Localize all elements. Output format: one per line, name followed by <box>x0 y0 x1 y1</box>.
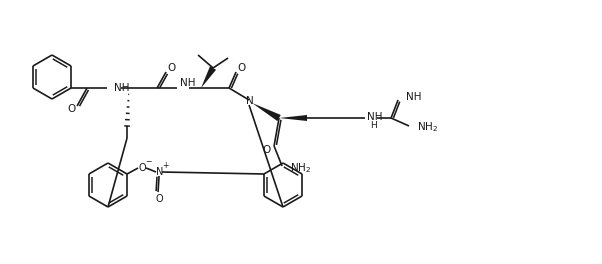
Text: −: − <box>145 158 151 167</box>
Polygon shape <box>201 66 216 88</box>
Text: NH: NH <box>406 92 421 102</box>
Text: NH: NH <box>367 112 382 122</box>
Text: H: H <box>370 121 377 130</box>
Text: +: + <box>162 162 168 171</box>
Text: NH: NH <box>114 83 129 93</box>
Text: NH$_2$: NH$_2$ <box>417 120 438 134</box>
Text: O: O <box>167 63 175 73</box>
Polygon shape <box>252 103 281 121</box>
Text: N: N <box>246 96 254 106</box>
Polygon shape <box>279 115 307 121</box>
Text: N: N <box>157 167 164 177</box>
Text: O: O <box>155 194 163 204</box>
Text: O: O <box>138 163 146 173</box>
Text: NH$_2$: NH$_2$ <box>290 161 311 175</box>
Text: NH: NH <box>180 78 196 88</box>
Text: O: O <box>262 145 270 155</box>
Text: O: O <box>67 104 75 114</box>
Text: O: O <box>237 63 245 73</box>
